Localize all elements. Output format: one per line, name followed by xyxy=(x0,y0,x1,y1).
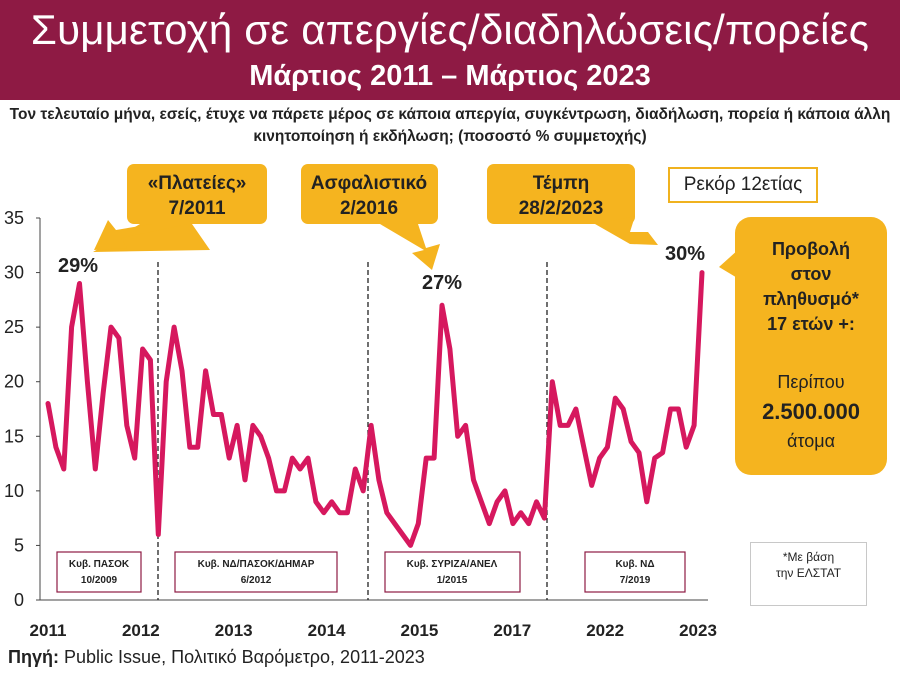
projection-number: 2.500.000 xyxy=(762,399,860,424)
y-tick-label: 20 xyxy=(4,372,24,392)
y-tick-label: 10 xyxy=(4,481,24,501)
svg-text:Κυβ. ΠΑΣΟΚ: Κυβ. ΠΑΣΟΚ xyxy=(69,559,130,570)
svg-text:Κυβ. ΝΔ/ΠΑΣΟΚ/ΔΗΜΑΡ: Κυβ. ΝΔ/ΠΑΣΟΚ/ΔΗΜΑΡ xyxy=(198,559,315,570)
projection-unit: άτομα xyxy=(786,431,836,451)
svg-text:28/2/2023: 28/2/2023 xyxy=(519,198,604,219)
record-label: Ρεκόρ 12ετίας xyxy=(668,167,818,203)
svg-text:7/2019: 7/2019 xyxy=(620,575,651,586)
svg-text:Κυβ. ΣΥΡΙΖΑ/ΑΝΕΛ: Κυβ. ΣΥΡΙΖΑ/ΑΝΕΛ xyxy=(407,559,498,570)
gov-box-nd: Κυβ. ΝΔ 7/2019 xyxy=(584,551,686,593)
x-tick-label: 2017 xyxy=(493,621,531,640)
chart-subtitle: Μάρτιος 2011 – Μάρτιος 2023 xyxy=(249,60,651,92)
projection-approx: Περίπου xyxy=(777,372,845,392)
chart-title: Συμμετοχή σε απεργίες/διαδηλώσεις/πορείε… xyxy=(30,6,870,53)
peak-label-2023: 30% xyxy=(665,243,705,265)
y-tick-label: 30 xyxy=(4,263,24,283)
survey-question: Τον τελευταίο μήνα, εσείς, έτυχε να πάρε… xyxy=(9,106,891,145)
callout-plateies: «Πλατείες» 7/2011 xyxy=(93,164,267,252)
y-tick-label: 0 xyxy=(14,590,24,610)
gov-box-syriza-anel: Κυβ. ΣΥΡΙΖΑ/ΑΝΕΛ 1/2015 xyxy=(384,551,521,593)
svg-text:«Πλατείες»: «Πλατείες» xyxy=(148,173,247,194)
x-tick-label: 2015 xyxy=(401,621,439,640)
gov-box-nd-pasok-dimar: Κυβ. ΝΔ/ΠΑΣΟΚ/ΔΗΜΑΡ 6/2012 xyxy=(174,551,338,593)
x-tick-label: 2014 xyxy=(308,621,346,640)
source-label: Πηγή: xyxy=(8,647,59,667)
svg-text:1/2015: 1/2015 xyxy=(437,575,468,586)
source-text: Public Issue, Πολιτικό Βαρόμετρο, 2011-2… xyxy=(64,647,425,667)
svg-text:6/2012: 6/2012 xyxy=(241,575,272,586)
svg-text:2/2016: 2/2016 xyxy=(340,198,398,219)
footnote: *Με βάση την ΕΛΣΤΑΤ xyxy=(750,542,867,606)
svg-text:10/2009: 10/2009 xyxy=(81,575,118,586)
svg-text:7/2011: 7/2011 xyxy=(168,198,225,219)
x-tick-labels: 2011 2012 2013 2014 2015 2017 2022 2023 xyxy=(30,621,717,640)
x-tick-label: 2013 xyxy=(215,621,253,640)
y-tick-label: 35 xyxy=(4,208,24,228)
peak-label-2011: 29% xyxy=(58,255,98,277)
title-banner: Συμμετοχή σε απεργίες/διαδηλώσεις/πορείε… xyxy=(0,0,900,100)
peak-label-2016: 27% xyxy=(422,272,462,294)
y-tick-label: 15 xyxy=(4,426,24,446)
projection-callout: Προβολή στον πληθυσμό* 17 ετών +: Περίπο… xyxy=(719,217,887,475)
x-tick-label: 2012 xyxy=(122,621,160,640)
series-line xyxy=(45,270,705,548)
svg-text:Κυβ. ΝΔ: Κυβ. ΝΔ xyxy=(615,559,654,570)
projection-pointer xyxy=(719,249,739,279)
x-tick-label: 2023 xyxy=(679,621,717,640)
callout-tempi: Τέμπη 28/2/2023 xyxy=(487,164,658,245)
svg-text:Τέμπη: Τέμπη xyxy=(533,173,590,194)
x-tick-label: 2022 xyxy=(586,621,624,640)
svg-text:Ασφαλιστικό: Ασφαλιστικό xyxy=(311,173,427,194)
y-tick-label: 25 xyxy=(4,317,24,337)
projection-heading: Προβολή στον πληθυσμό* 17 ετών +: xyxy=(763,239,859,334)
source-note: Πηγή: Public Issue, Πολιτικό Βαρόμετρο, … xyxy=(8,647,425,668)
gov-box-pasok: Κυβ. ΠΑΣΟΚ 10/2009 xyxy=(56,551,142,593)
y-tick-label: 5 xyxy=(14,535,24,555)
y-tick-labels: 0 5 10 15 20 25 30 35 xyxy=(4,208,40,610)
x-tick-label: 2011 xyxy=(30,621,67,640)
callout-asfalistiko: Ασφαλιστικό 2/2016 xyxy=(301,164,440,270)
